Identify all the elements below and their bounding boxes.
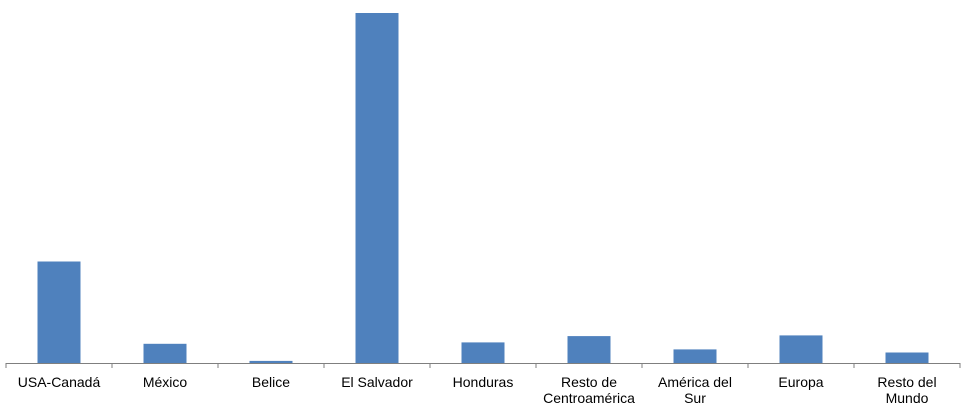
x-tick-label-2: Belice	[252, 374, 290, 390]
x-axis-ticks	[5, 363, 961, 368]
bar-2	[249, 360, 293, 363]
x-tick-label-4: Honduras	[453, 374, 514, 390]
x-tick-label-8: Resto del Mundo	[877, 374, 936, 406]
bars-group	[37, 13, 929, 364]
x-axis-tick-labels: USA-Canadá México Belice El Salvador Hondura…	[18, 374, 937, 406]
x-tick-label-6: América del Sur	[658, 374, 732, 406]
bar-8	[885, 352, 929, 363]
x-tick-label-7: Europa	[778, 374, 823, 390]
bar-0	[37, 261, 81, 363]
bar-5	[567, 336, 611, 363]
bar-6	[673, 349, 717, 364]
bar-4	[461, 342, 505, 364]
x-tick-label-3: El Salvador	[341, 374, 413, 390]
bar-3	[355, 13, 399, 363]
bar-1	[143, 343, 187, 364]
x-tick-label-1: México	[143, 374, 188, 390]
bar-7	[779, 335, 823, 364]
x-tick-label-0: USA-Canadá	[18, 374, 101, 390]
x-tick-label-5: Resto de Centroamérica	[543, 374, 635, 406]
